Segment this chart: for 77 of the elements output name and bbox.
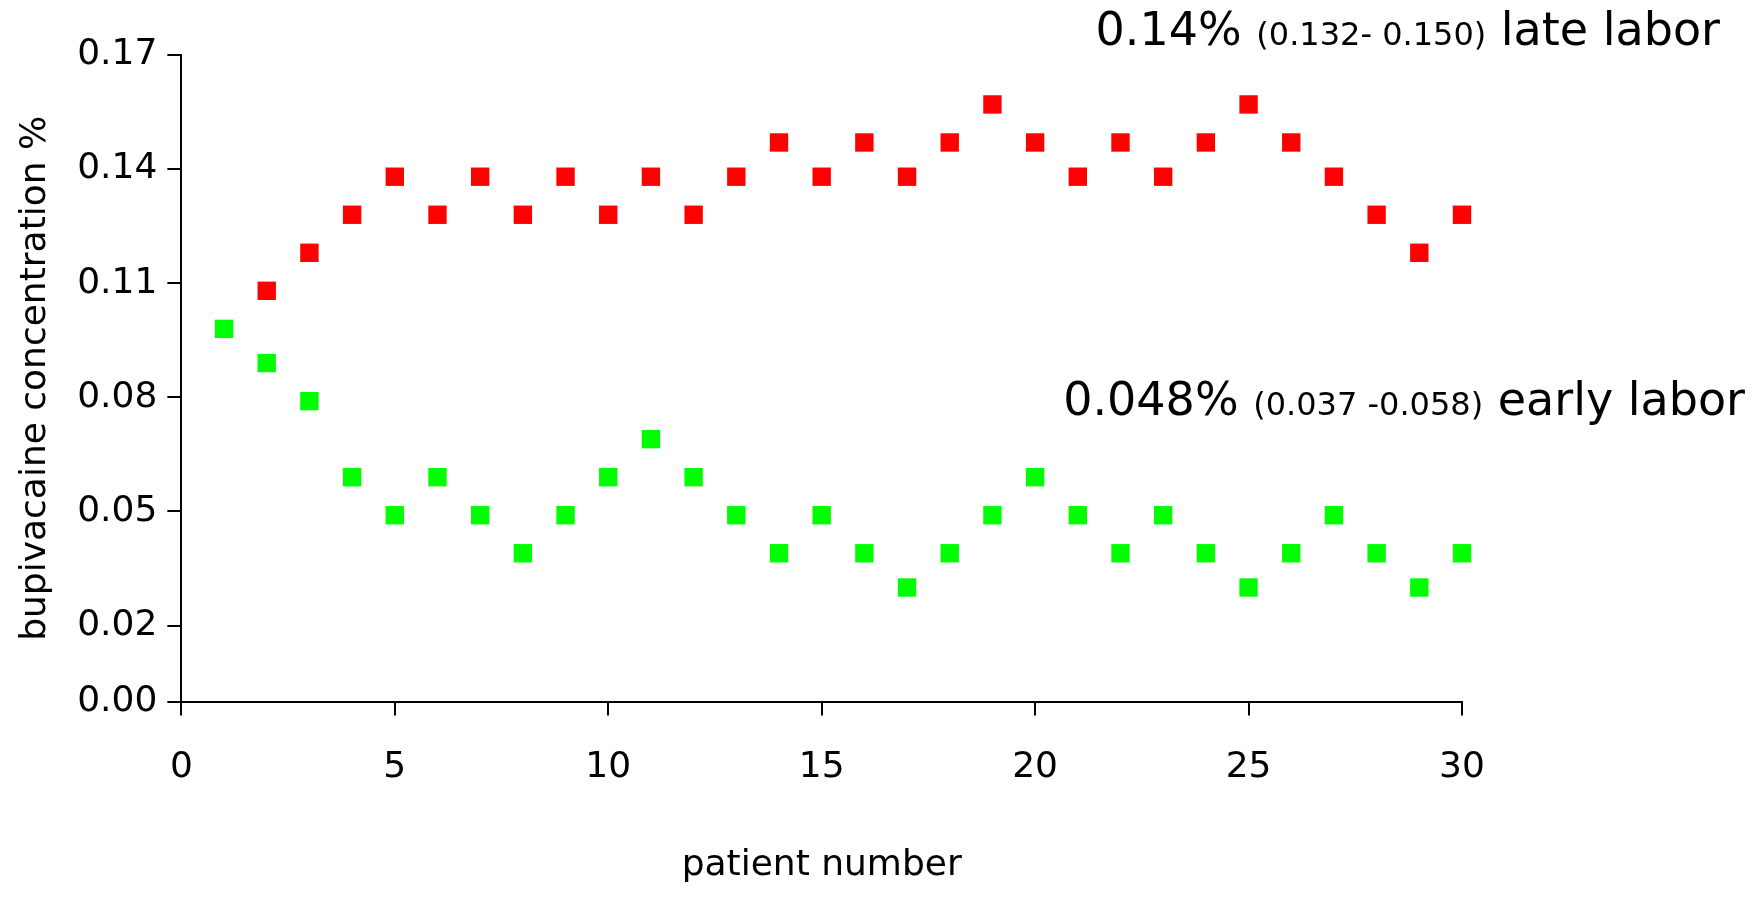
- point: [1068, 167, 1087, 186]
- point: [1410, 578, 1429, 597]
- point: [983, 506, 1002, 525]
- point: [769, 544, 789, 563]
- point: [641, 429, 661, 449]
- point: [812, 167, 831, 186]
- point: [428, 468, 447, 487]
- point: [940, 544, 959, 563]
- point: [940, 133, 959, 152]
- point: [556, 167, 575, 186]
- point: [983, 95, 1002, 114]
- point: [1367, 544, 1386, 563]
- point: [897, 578, 917, 597]
- point: [1068, 506, 1087, 525]
- x-tick-label: 25: [1225, 743, 1272, 785]
- x-tick-label: 10: [585, 743, 632, 785]
- point: [727, 167, 746, 186]
- y-tick-label: 0.17: [77, 31, 158, 73]
- x-tick-label: 15: [798, 743, 845, 785]
- point: [385, 167, 404, 186]
- y-tick-label: 0.02: [77, 601, 158, 643]
- point: [855, 133, 874, 152]
- point: [1025, 133, 1045, 152]
- point: [1324, 167, 1344, 186]
- point: [1410, 243, 1429, 262]
- point: [1153, 167, 1173, 186]
- point: [1111, 544, 1130, 563]
- x-tick-label: 30: [1439, 743, 1485, 785]
- point: [812, 506, 831, 525]
- y-tick-label: 0.11: [77, 259, 158, 301]
- point: [897, 167, 917, 186]
- point: [1452, 205, 1472, 224]
- point: [641, 167, 661, 186]
- x-tick-label: 0: [169, 743, 193, 785]
- x-tick-label: 5: [383, 743, 407, 785]
- point: [300, 391, 319, 411]
- point: [342, 468, 362, 487]
- point: [257, 281, 276, 301]
- point: [342, 205, 362, 224]
- x-tick-label: 20: [1012, 743, 1059, 785]
- point: [428, 205, 447, 224]
- point: [1282, 133, 1301, 152]
- point: [1239, 578, 1258, 597]
- point: [1196, 133, 1216, 152]
- point: [257, 353, 276, 373]
- x-axis-title: patient number: [681, 841, 962, 883]
- point: [1324, 506, 1344, 525]
- point: [769, 133, 789, 152]
- point: [470, 506, 490, 525]
- point: [855, 544, 874, 563]
- point: [727, 506, 746, 525]
- point: [599, 468, 618, 487]
- point: [599, 205, 618, 224]
- annotation: 0.048% (0.037 -0.058) early labor: [1063, 372, 1745, 426]
- point: [513, 205, 533, 224]
- point: [1452, 544, 1472, 563]
- point: [214, 319, 234, 339]
- point: [684, 205, 703, 224]
- point: [1282, 544, 1301, 563]
- point: [300, 243, 319, 262]
- point: [1239, 95, 1258, 114]
- point: [556, 506, 575, 525]
- y-tick-label: 0.05: [77, 487, 158, 529]
- point: [385, 506, 404, 525]
- point: [1153, 506, 1173, 525]
- point: [1025, 468, 1045, 487]
- y-tick-label: 0.14: [77, 145, 158, 187]
- point: [1111, 133, 1130, 152]
- point: [1367, 205, 1386, 224]
- point: [470, 167, 490, 186]
- annotation: 0.14% (0.132- 0.150) late labor: [1095, 2, 1720, 56]
- point: [684, 468, 703, 487]
- point: [513, 544, 533, 563]
- y-axis-title: bupivacaine concentration %: [11, 115, 53, 641]
- y-tick-label: 0.08: [77, 373, 158, 415]
- point: [1196, 544, 1216, 563]
- y-tick-label: 0.00: [77, 677, 158, 719]
